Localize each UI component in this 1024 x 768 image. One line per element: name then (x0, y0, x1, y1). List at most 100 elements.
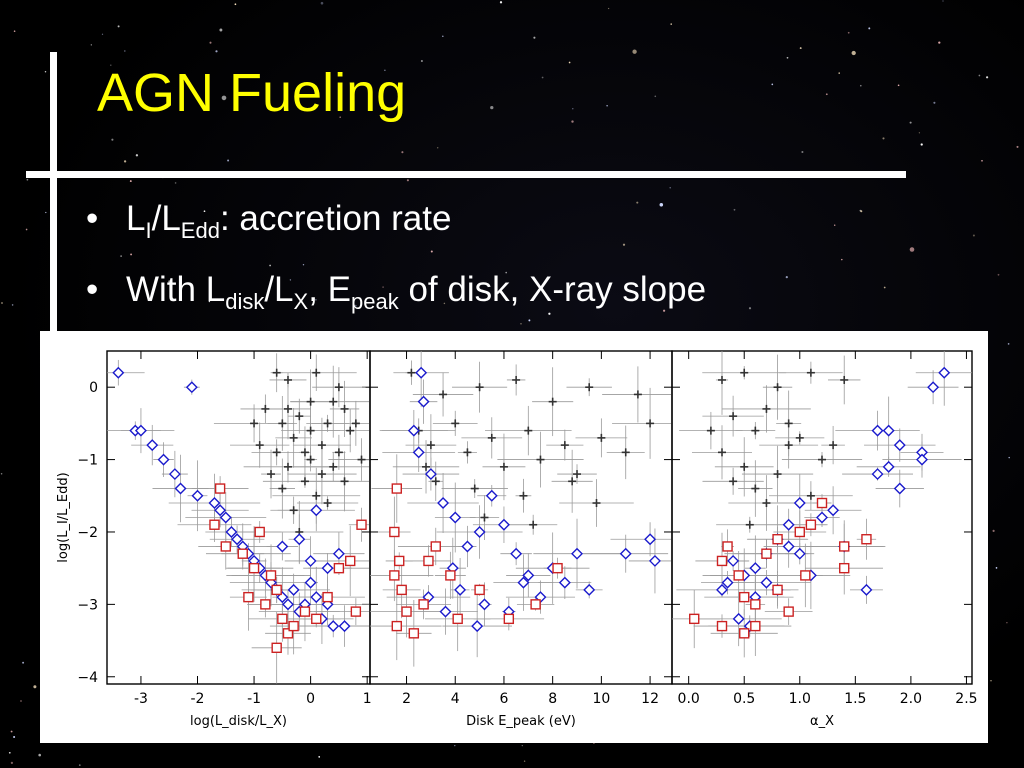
data-point (214, 483, 226, 494)
star (523, 760, 526, 762)
star (209, 41, 212, 44)
data-point (322, 591, 333, 603)
x-tick-label: 0 (306, 691, 315, 707)
star (981, 160, 983, 162)
data-point (740, 368, 749, 377)
x-tick-label: 0.0 (678, 691, 700, 707)
star (972, 234, 975, 237)
data-point (389, 526, 400, 538)
data-point (424, 468, 437, 481)
star (219, 28, 223, 32)
data-point (487, 433, 496, 442)
x-tick-label: 2 (402, 691, 411, 707)
data-point (219, 511, 232, 524)
data-point (237, 548, 248, 559)
data-point (423, 555, 434, 567)
data-point (499, 462, 508, 471)
data-point (818, 455, 826, 464)
data-point (530, 599, 541, 610)
star (117, 25, 120, 28)
data-point (761, 548, 772, 559)
data-point (357, 455, 366, 464)
data-point (524, 426, 533, 435)
data-point (573, 470, 582, 479)
data-point (304, 576, 317, 589)
data-point (289, 433, 298, 442)
star (825, 93, 828, 96)
star (246, 302, 248, 304)
data-point (345, 555, 356, 567)
data-point (750, 599, 761, 610)
data-point (174, 482, 187, 495)
star (607, 7, 610, 10)
data-point (793, 547, 806, 560)
star (841, 258, 843, 261)
data-point (773, 383, 782, 392)
star (541, 76, 544, 79)
data-point (560, 441, 569, 450)
data-point (784, 419, 793, 428)
data-point (750, 620, 761, 632)
data-point (749, 562, 762, 575)
star (670, 23, 672, 25)
x-tick-label: 1.0 (789, 691, 811, 707)
star (13, 30, 16, 32)
star (1007, 343, 1010, 345)
star (785, 276, 788, 279)
x-tick-label: 10 (592, 691, 610, 707)
data-point (839, 562, 850, 574)
star (669, 187, 671, 189)
star (11, 304, 14, 306)
star (659, 203, 664, 207)
data-point (480, 513, 489, 522)
x-tick-label: 4 (451, 691, 460, 707)
data-point (333, 562, 345, 574)
data-point (646, 419, 655, 428)
data-point (751, 426, 760, 435)
data-point (517, 576, 530, 589)
data-point (839, 541, 850, 552)
star (203, 210, 206, 213)
star (354, 304, 357, 307)
x-axis-label: α_X (810, 714, 834, 729)
data-point (733, 570, 744, 581)
data-point (267, 470, 276, 479)
data-point (431, 477, 440, 486)
star (215, 50, 218, 53)
data-point (112, 366, 125, 379)
data-point (927, 381, 940, 394)
star (0, 472, 3, 475)
data-point (304, 554, 317, 567)
y-tick-label: −4 (77, 670, 98, 686)
data-point (760, 576, 773, 589)
data-point (619, 547, 632, 560)
star (130, 253, 133, 256)
star (289, 279, 292, 281)
data-point (276, 540, 289, 553)
scatter-figure: log(L_I/L_Edd)-3 -2 -1 0 10−1−2−3−4log(L_dis… (56, 350, 978, 729)
data-point (407, 368, 416, 377)
data-point (716, 555, 728, 567)
data-point (272, 448, 281, 457)
data-point (816, 511, 828, 524)
data-point (250, 419, 259, 428)
bullet-item: • LI/LEdd: accretion rate (86, 199, 452, 244)
data-point (338, 620, 351, 633)
star (606, 105, 608, 107)
star (851, 50, 856, 56)
data-point (827, 504, 840, 517)
data-point (805, 519, 817, 530)
data-point (718, 375, 726, 384)
star (406, 179, 409, 182)
data-point (168, 468, 181, 481)
data-point (329, 397, 338, 406)
data-point (782, 540, 795, 553)
data-point (430, 541, 441, 552)
star (520, 322, 522, 325)
star (985, 76, 989, 79)
data-point (871, 424, 884, 437)
data-point (346, 426, 355, 435)
data-point (478, 598, 491, 611)
star (89, 219, 91, 222)
data-point (401, 606, 412, 617)
